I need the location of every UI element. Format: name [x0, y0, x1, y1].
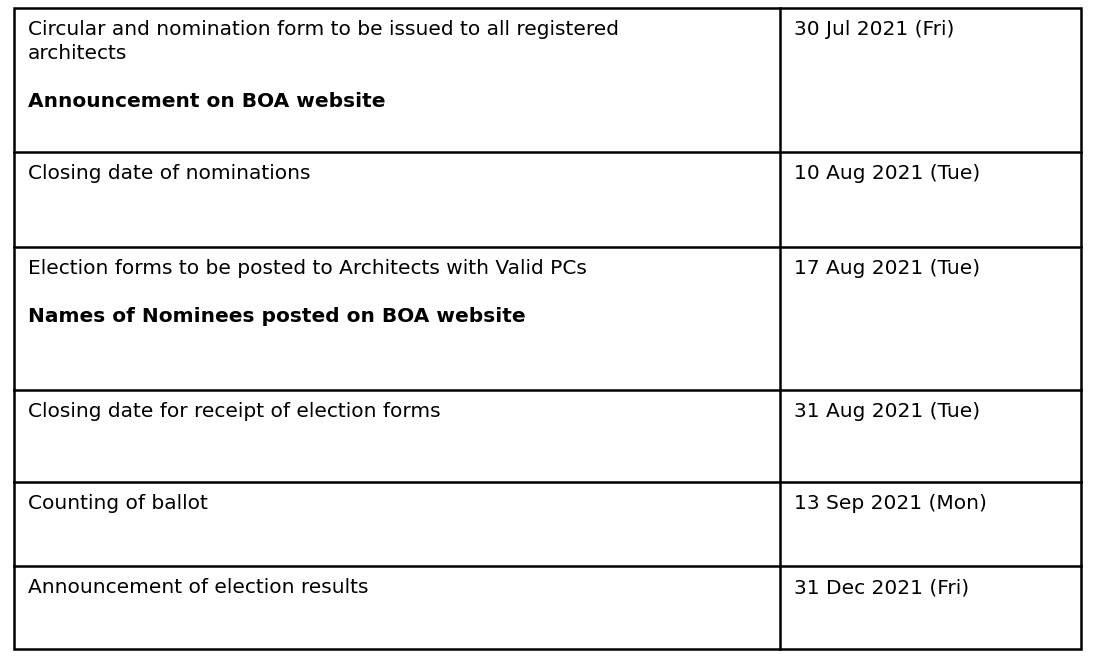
Text: 10 Aug 2021 (Tue): 10 Aug 2021 (Tue)	[794, 164, 980, 183]
Text: Election forms to be posted to Architects with Valid PCs: Election forms to be posted to Architect…	[28, 259, 587, 278]
Text: architects: architects	[28, 44, 127, 63]
Text: 31 Aug 2021 (Tue): 31 Aug 2021 (Tue)	[794, 402, 980, 421]
Text: Closing date for receipt of election forms: Closing date for receipt of election for…	[28, 402, 440, 421]
Text: 17 Aug 2021 (Tue): 17 Aug 2021 (Tue)	[794, 259, 980, 278]
Text: Closing date of nominations: Closing date of nominations	[28, 164, 311, 183]
Text: Announcement of election results: Announcement of election results	[28, 578, 369, 597]
Text: Counting of ballot: Counting of ballot	[28, 494, 208, 513]
Text: Announcement on BOA website: Announcement on BOA website	[28, 92, 385, 111]
Text: 31 Dec 2021 (Fri): 31 Dec 2021 (Fri)	[794, 578, 969, 597]
Text: 30 Jul 2021 (Fri): 30 Jul 2021 (Fri)	[794, 20, 955, 39]
Text: Names of Nominees posted on BOA website: Names of Nominees posted on BOA website	[28, 307, 526, 326]
Text: 13 Sep 2021 (Mon): 13 Sep 2021 (Mon)	[794, 494, 987, 513]
Text: Circular and nomination form to be issued to all registered: Circular and nomination form to be issue…	[28, 20, 619, 39]
